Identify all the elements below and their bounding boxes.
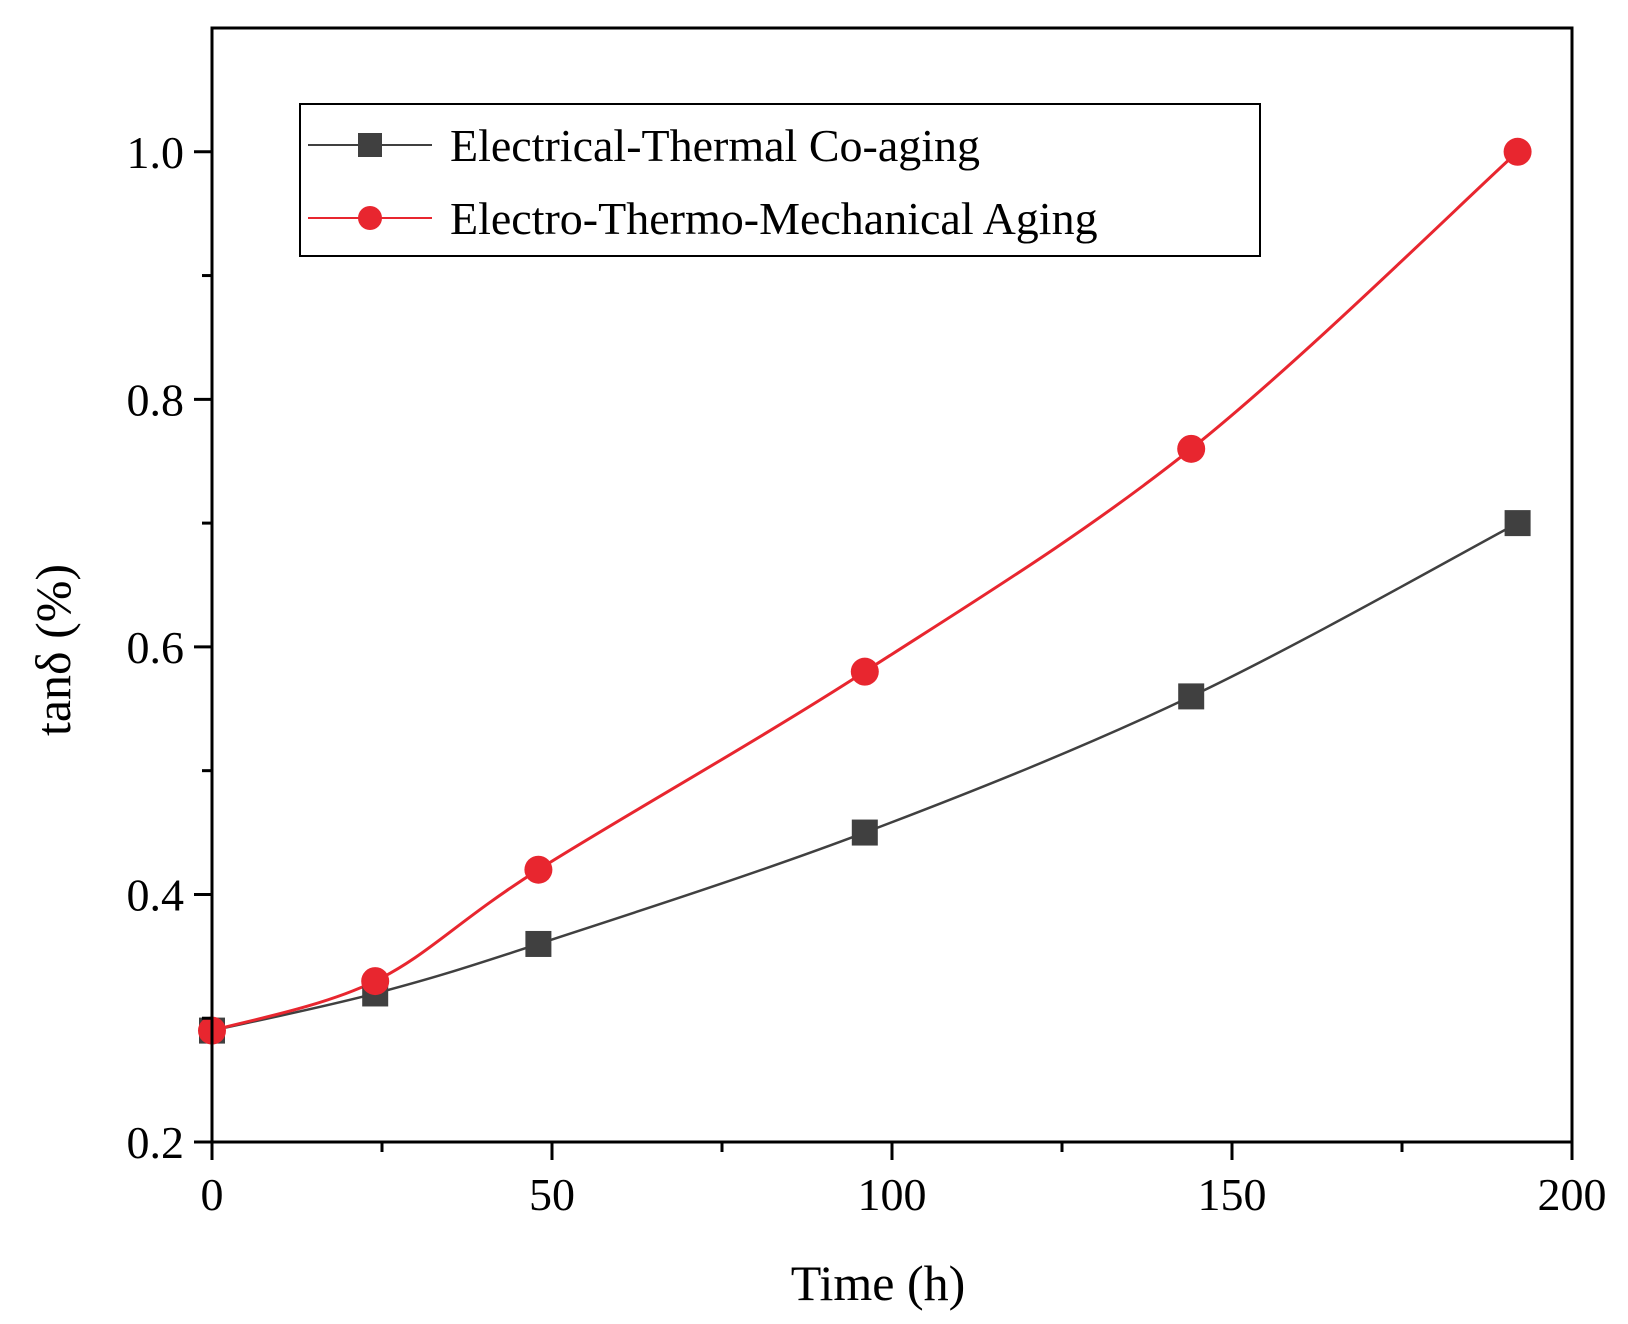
y-tick-label: 1.0 (127, 127, 185, 178)
legend-marker-series-2 (358, 206, 382, 230)
series-2-point (361, 967, 390, 996)
series-2-point (1177, 434, 1206, 463)
y-tick-label: 0.8 (127, 374, 185, 425)
x-tick-label: 0 (201, 1169, 224, 1220)
legend-label-series-2: Electro-Thermo-Mechanical Aging (450, 193, 1098, 244)
tick-labels: 0 50 100 150 200 0.2 0.4 0.6 0.8 1.0 (127, 127, 1607, 1220)
x-tick-label: 200 (1538, 1169, 1607, 1220)
legend-box (299, 103, 1261, 257)
x-tick-label: 100 (858, 1169, 927, 1220)
y-tick-label: 0.6 (127, 622, 185, 673)
series-1-point (1178, 683, 1205, 710)
series-2-point (1503, 137, 1532, 166)
data-markers (198, 137, 1532, 1045)
axis-ticks (194, 150, 1574, 1160)
x-tick-label: 150 (1198, 1169, 1267, 1220)
legend: Electrical-Thermal Co-aging Electro-Ther… (299, 103, 1261, 257)
series-2-point (524, 855, 553, 884)
y-axis-title: tanδ (%) (25, 564, 81, 736)
series-2-point (850, 657, 879, 686)
legend-marker-series-1 (358, 133, 382, 157)
y-tick-label: 0.4 (127, 869, 185, 920)
series-line-2 (211, 150, 1519, 1033)
series-line-1 (211, 522, 1519, 1032)
y-tick-label: 0.2 (127, 1117, 185, 1168)
x-axis-title: Time (h) (791, 1255, 966, 1311)
x-tick-label: 50 (529, 1169, 575, 1220)
series-1-point (851, 819, 878, 846)
legend-label-series-1: Electrical-Thermal Co-aging (450, 120, 980, 171)
series-1-point (525, 930, 552, 957)
fit-curves (211, 150, 1519, 1033)
series-1-point (1504, 510, 1531, 537)
